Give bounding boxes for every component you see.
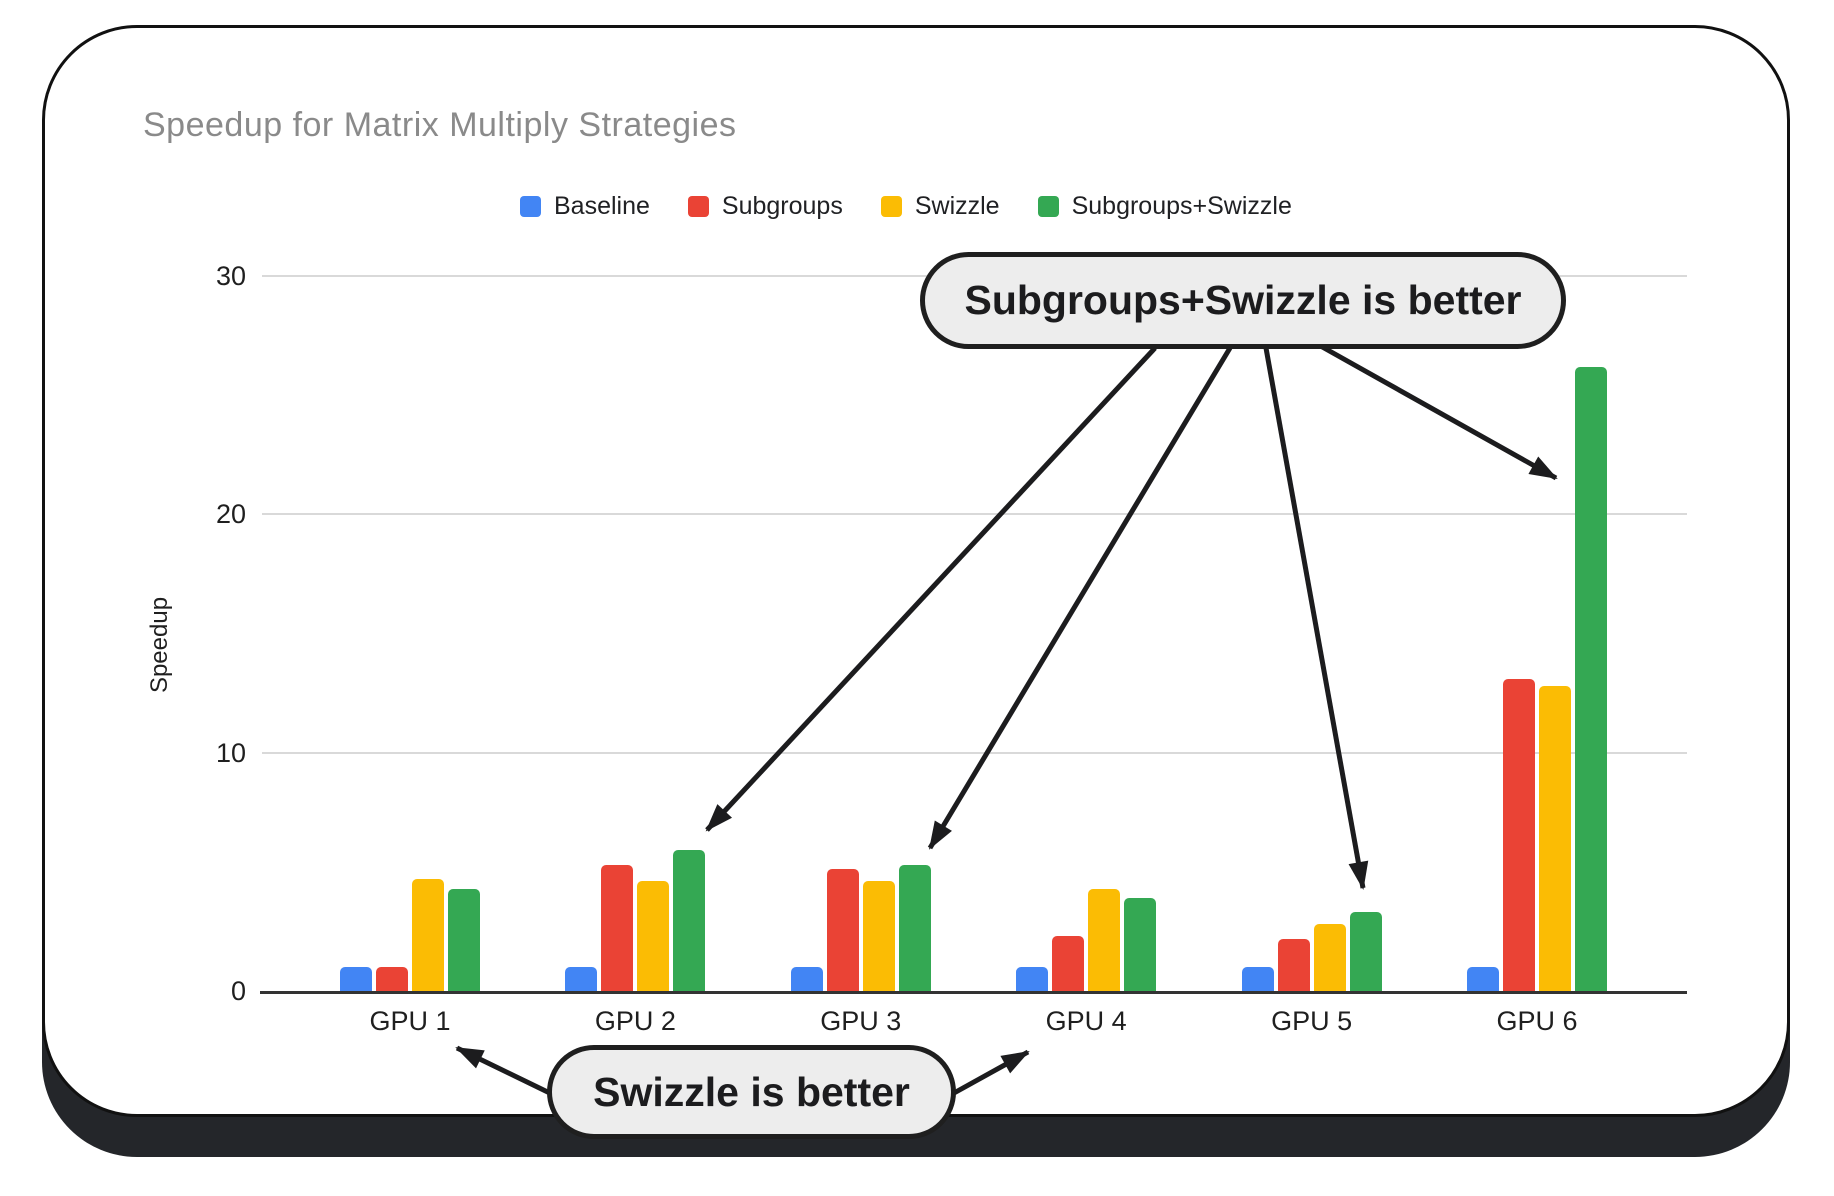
bar-baseline-gpu-3: [790, 967, 823, 991]
bar-subgroups-gpu-4: [1052, 936, 1085, 991]
chart-legend: Baseline Subgroups Swizzle Subgroups+Swizzl…: [520, 192, 1292, 221]
bar-baseline-gpu-4: [1016, 967, 1049, 991]
bar-swizzle-gpu-1: [412, 879, 444, 991]
bar-subgroups-plus-swizzle-gpu-3: [898, 865, 931, 991]
x-axis-label-gpu-6: GPU 6: [1496, 1006, 1578, 1036]
legend-item-subgroups: Subgroups: [687, 192, 843, 221]
bar-group-gpu-6: [1467, 367, 1607, 991]
legend-item-subgroups-plus-swizzle: Subgroups+Swizzle: [1037, 192, 1292, 221]
bar-subgroups-plus-swizzle-gpu-1: [448, 889, 480, 991]
legend-label: Swizzle: [914, 192, 1000, 220]
legend-item-swizzle: Swizzle: [880, 192, 1000, 221]
bar-subgroups-plus-swizzle-gpu-4: [1124, 898, 1157, 991]
bar-subgroups-gpu-1: [376, 967, 408, 991]
bar-subgroups-plus-swizzle-gpu-5: [1349, 912, 1382, 991]
bar-baseline-gpu-2: [565, 967, 598, 991]
x-axis-label-gpu-2: GPU 2: [594, 1006, 676, 1036]
legend-label: Subgroups: [721, 192, 843, 220]
x-axis-label-gpu-5: GPU 5: [1271, 1006, 1353, 1036]
legend-label: Subgroups+Swizzle: [1071, 192, 1292, 220]
x-axis-label-gpu-4: GPU 4: [1045, 1006, 1127, 1036]
bar-swizzle-gpu-2: [637, 881, 670, 991]
bar-subgroups-gpu-6: [1503, 679, 1535, 991]
bar-group-gpu-5: [1241, 912, 1382, 991]
y-axis-title: Speedup: [146, 596, 173, 694]
bar-subgroups-gpu-3: [826, 869, 859, 991]
annotation-bubble-subgroups-swizzle: Subgroups+Swizzle is better: [920, 252, 1566, 349]
bar-swizzle-gpu-6: [1539, 686, 1571, 991]
y-tick-label-30: 30: [215, 261, 246, 291]
bar-group-gpu-2: [565, 850, 706, 991]
legend-swatch-icon: [687, 196, 709, 217]
bar-swizzle-gpu-3: [862, 881, 895, 991]
chart-title: Speedup for Matrix Multiply Strategies: [143, 106, 737, 144]
bar-subgroups-gpu-2: [601, 865, 634, 991]
bar-baseline-gpu-6: [1467, 967, 1499, 991]
bar-group-gpu-4: [1016, 889, 1157, 991]
plot-area: Speedup 0 10 20 30 GPU 1 GPU 2 GPU 3 GPU 4 GPU 5…: [146, 261, 1687, 1036]
bar-baseline-gpu-1: [340, 967, 372, 991]
bar-subgroups-gpu-5: [1277, 939, 1310, 991]
annotation-text: Swizzle is better: [593, 1068, 910, 1115]
legend-label: Baseline: [554, 192, 650, 220]
annotation-text: Subgroups+Swizzle is better: [964, 277, 1522, 323]
annotation-bubble-swizzle: Swizzle is better: [547, 1045, 956, 1139]
bar-subgroups-plus-swizzle-gpu-6: [1575, 367, 1607, 991]
x-axis-label-gpu-3: GPU 3: [820, 1006, 902, 1036]
legend-swatch-icon: [1037, 196, 1059, 217]
legend-swatch-icon: [520, 196, 541, 217]
y-tick-label-20: 20: [215, 499, 246, 530]
bar-group-gpu-1: [340, 879, 480, 991]
bar-subgroups-plus-swizzle-gpu-2: [673, 850, 706, 991]
legend-swatch-icon: [880, 196, 902, 217]
x-axis-label-gpu-1: GPU 1: [369, 1006, 451, 1036]
y-tick-label-10: 10: [215, 737, 246, 768]
bar-baseline-gpu-5: [1241, 967, 1274, 991]
y-tick-label-0: 0: [230, 976, 246, 1006]
bar-swizzle-gpu-5: [1313, 924, 1346, 991]
bar-group-gpu-3: [790, 865, 931, 991]
legend-item-baseline: Baseline: [520, 192, 650, 221]
bar-swizzle-gpu-4: [1088, 889, 1121, 991]
